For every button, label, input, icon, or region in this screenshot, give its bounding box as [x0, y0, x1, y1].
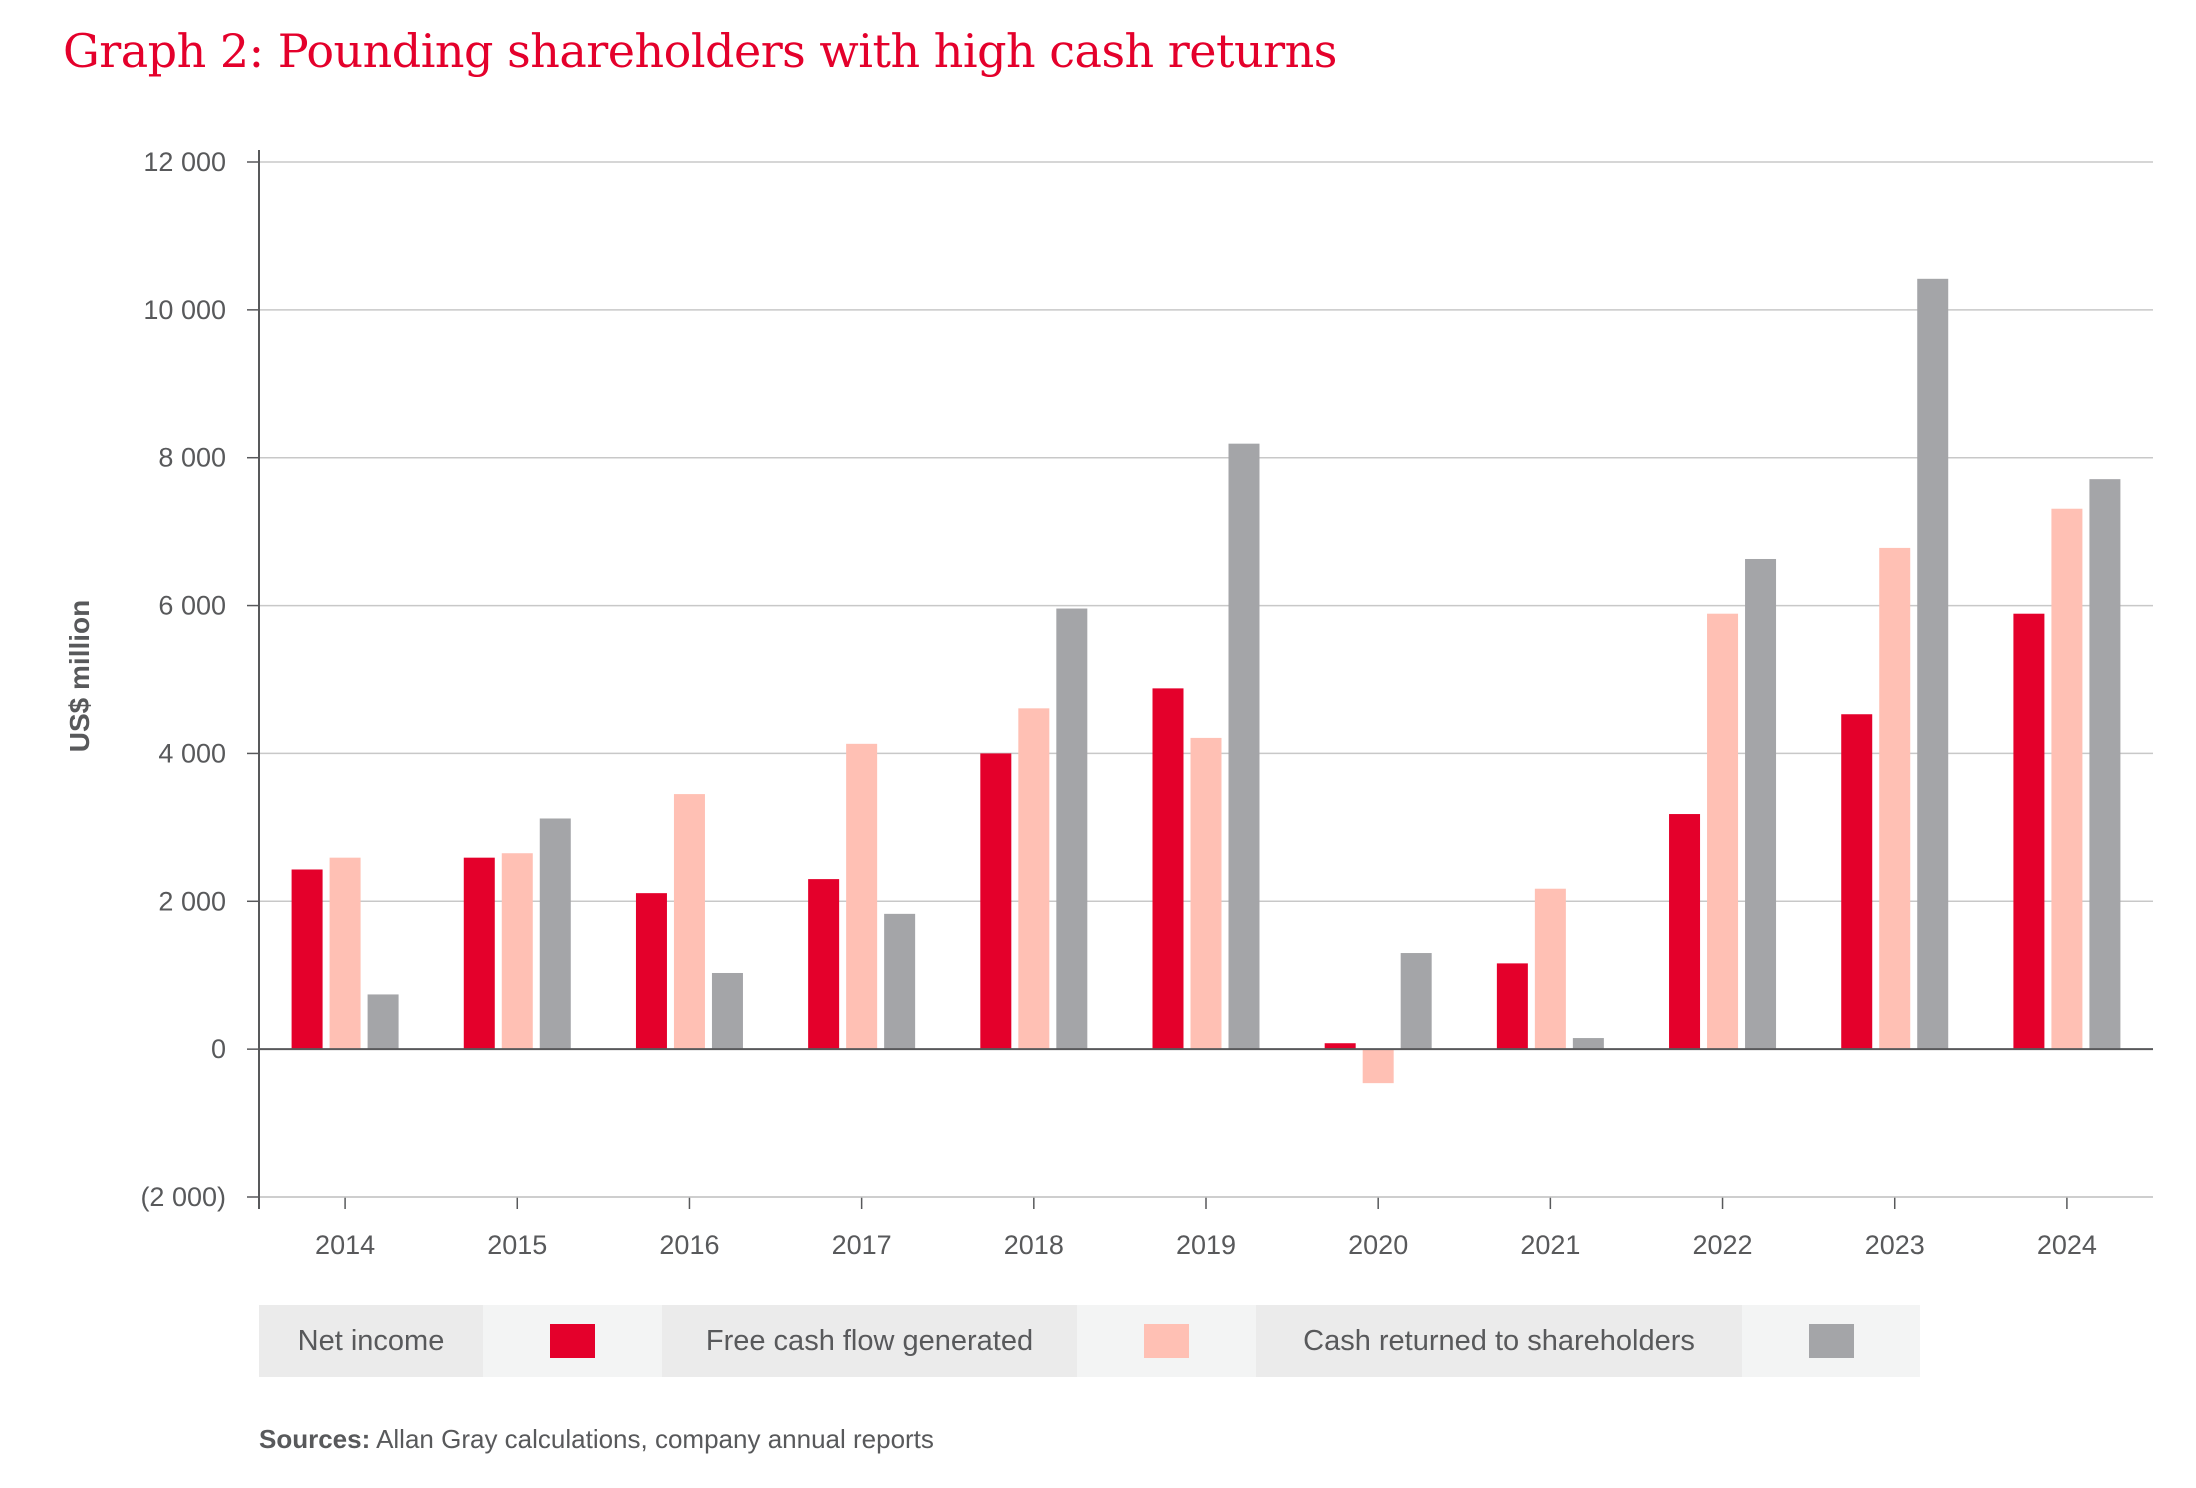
- bar-net-income-2014: [291, 869, 323, 1050]
- bar-free-cash-flow-generated-2023: [1879, 547, 1911, 1050]
- bar-net-income-2022: [1669, 814, 1701, 1050]
- x-tick-label: 2018: [1004, 1230, 1064, 1260]
- x-tick-label: 2020: [1348, 1230, 1408, 1260]
- legend-label-net-income: Net income: [259, 1305, 483, 1377]
- x-tick-label: 2015: [487, 1230, 547, 1260]
- bar-cash-returned-to-shareholders-2020: [1400, 953, 1432, 1050]
- legend-swatch-cash-returned: [1742, 1305, 1920, 1377]
- bar-cash-returned-to-shareholders-2018: [1056, 608, 1088, 1050]
- bar-free-cash-flow-generated-2015: [501, 853, 533, 1050]
- bar-net-income-2019: [1152, 688, 1184, 1050]
- bar-cash-returned-to-shareholders-2019: [1228, 443, 1260, 1050]
- bar-net-income-2015: [463, 857, 495, 1050]
- y-tick-label: 8 000: [158, 443, 226, 473]
- chart-title: Graph 2: Pounding shareholders with high…: [63, 24, 1337, 78]
- bar-cash-returned-to-shareholders-2015: [539, 818, 571, 1050]
- x-tick-label: 2024: [2037, 1230, 2097, 1260]
- legend-label-free-cash-flow: Free cash flow generated: [662, 1305, 1077, 1377]
- bar-free-cash-flow-generated-2014: [329, 857, 361, 1050]
- bar-chart: 12 000 10 000 8 000 6 000 4 000 2 000 0 (2 000)…: [64, 147, 2153, 1260]
- bar-net-income-2018: [980, 753, 1012, 1050]
- bar-net-income-2016: [635, 893, 667, 1050]
- legend-swatch-free-cash-flow: [1077, 1305, 1256, 1377]
- y-tick-label: 4 000: [158, 738, 226, 768]
- x-tick-label: 2014: [315, 1230, 375, 1260]
- legend-label-cash-returned: Cash returned to shareholders: [1256, 1305, 1742, 1377]
- sources-text: Allan Gray calculations, company annual …: [376, 1424, 934, 1454]
- bar-free-cash-flow-generated-2022: [1707, 613, 1739, 1050]
- bar-free-cash-flow-generated-2019: [1190, 737, 1222, 1050]
- y-tick-label: 12 000: [143, 147, 226, 177]
- x-tick-label: 2021: [1520, 1230, 1580, 1260]
- bar-cash-returned-to-shareholders-2017: [884, 913, 916, 1050]
- sources-label: Sources:: [259, 1424, 371, 1454]
- bar-cash-returned-to-shareholders-2021: [1572, 1038, 1604, 1050]
- sources-note: Sources: Allan Gray calculations, compan…: [259, 1424, 934, 1455]
- bar-free-cash-flow-generated-2016: [673, 794, 705, 1050]
- bar-free-cash-flow-generated-2017: [846, 743, 878, 1050]
- y-axis-title: US$ million: [64, 600, 95, 752]
- y-tick-label: 10 000: [143, 295, 226, 325]
- x-tick-label: 2019: [1176, 1230, 1236, 1260]
- x-tick-label: 2023: [1865, 1230, 1925, 1260]
- legend-swatch-net-income: [483, 1305, 662, 1377]
- bar-cash-returned-to-shareholders-2014: [367, 994, 399, 1050]
- x-tick-label: 2022: [1693, 1230, 1753, 1260]
- bar-cash-returned-to-shareholders-2022: [1745, 558, 1777, 1050]
- y-tick-label: 0: [211, 1034, 226, 1064]
- bar-free-cash-flow-generated-2018: [1018, 708, 1050, 1050]
- bar-net-income-2020: [1324, 1043, 1356, 1050]
- y-tick-label: 2 000: [158, 886, 226, 916]
- bar-cash-returned-to-shareholders-2023: [1917, 278, 1949, 1050]
- legend: Net income Free cash flow generated Cash…: [259, 1305, 1920, 1377]
- y-tick-label: (2 000): [140, 1182, 226, 1212]
- bar-cash-returned-to-shareholders-2024: [2089, 479, 2121, 1050]
- x-tick-label: 2016: [659, 1230, 719, 1260]
- bar-net-income-2023: [1841, 714, 1873, 1050]
- bar-net-income-2021: [1496, 963, 1528, 1050]
- bar-net-income-2017: [808, 879, 840, 1050]
- bar-free-cash-flow-generated-2020: [1362, 1049, 1394, 1084]
- x-tick-label: 2017: [832, 1230, 892, 1260]
- y-tick-label: 6 000: [158, 591, 226, 621]
- bar-cash-returned-to-shareholders-2016: [711, 972, 743, 1050]
- bar-net-income-2024: [2013, 613, 2045, 1050]
- bar-free-cash-flow-generated-2024: [2051, 508, 2083, 1050]
- bar-free-cash-flow-generated-2021: [1534, 888, 1566, 1050]
